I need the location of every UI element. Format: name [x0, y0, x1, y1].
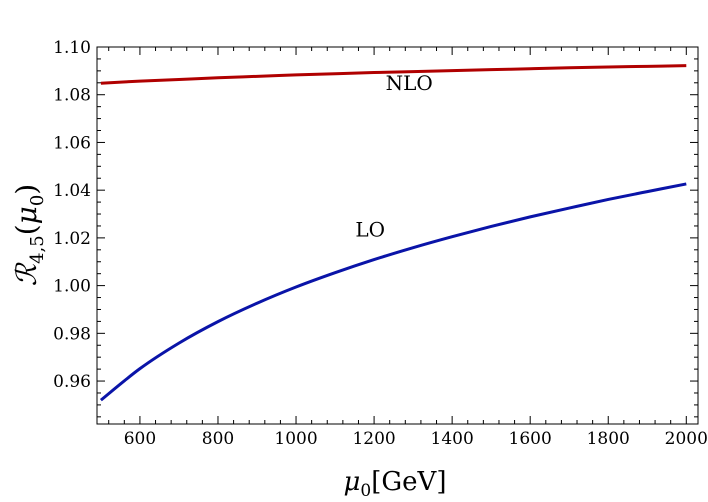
y-tick-label: 1.04: [53, 181, 91, 201]
x-tick-label: 600: [124, 429, 156, 449]
series-label-nlo: NLO: [386, 71, 433, 95]
plot-frame: [96, 46, 699, 425]
series-lines: [99, 64, 687, 402]
plot-area-border: [96, 46, 699, 425]
y-axis-label: ℛ4,5(μ0): [10, 184, 48, 287]
x-tick-label: 1600: [509, 429, 552, 449]
y-axis-label-close: ): [10, 184, 43, 195]
y-axis-label-argument-subscript: 0: [27, 195, 48, 206]
x-tick-label: 1800: [587, 429, 630, 449]
y-tick-label: 1.08: [53, 86, 91, 106]
y-tick-label: 1.06: [53, 133, 91, 153]
y-tick-label: 1.00: [53, 277, 91, 297]
x-tick-label: 1200: [352, 429, 395, 449]
y-tick-label: 0.96: [53, 372, 91, 392]
x-tick-label: 2000: [665, 429, 708, 449]
axis-ticks: 600 800 1000 1200 1400 1600 1800 2000 0.96 0.98 1.…: [53, 38, 708, 449]
y-axis-label-subscript: 4,5: [27, 235, 48, 264]
y-axis-label-open: (: [10, 224, 43, 235]
series-label-lo: LO: [355, 218, 385, 242]
x-tick-label: 1000: [274, 429, 317, 449]
x-axis-label: μ0[GeV]: [344, 467, 447, 501]
y-axis-label-symbol: ℛ: [10, 262, 43, 286]
y-tick-label: 1.02: [53, 229, 91, 249]
y-tick-label: 1.10: [53, 38, 91, 58]
x-tick-label: 1400: [431, 429, 474, 449]
series-labels: NLO LO: [355, 71, 432, 242]
x-axis-label-unit: [GeV]: [371, 467, 446, 497]
x-tick-label: 800: [202, 429, 234, 449]
x-axis-label-subscript: 0: [360, 481, 371, 501]
series-line-nlo: [100, 64, 687, 85]
x-axis-label-symbol: μ: [344, 467, 361, 497]
y-tick-label: 0.98: [53, 324, 91, 344]
y-axis-label-argument: μ: [10, 206, 43, 224]
series-line-lo: [99, 182, 687, 402]
